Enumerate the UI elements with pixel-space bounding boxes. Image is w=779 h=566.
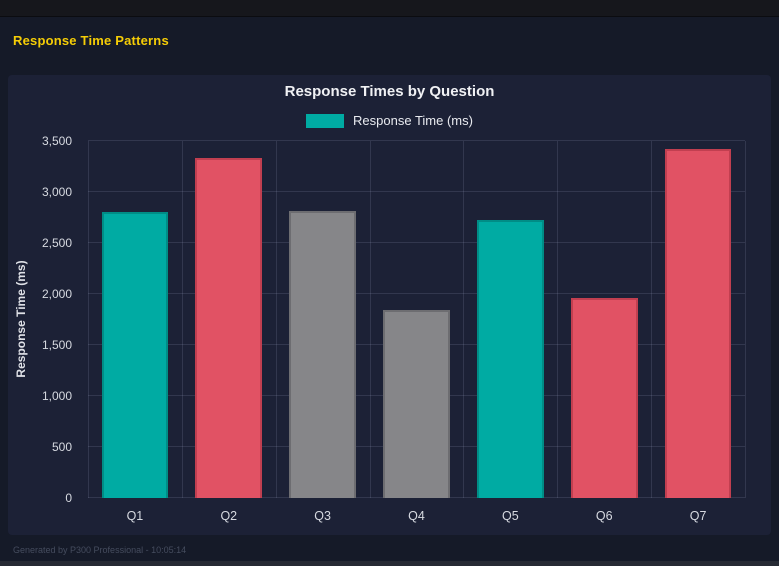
y-tick-label: 0 [65, 491, 72, 505]
footer-generated-note: Generated by P300 Professional - 10:05:1… [13, 545, 187, 555]
plot-area [88, 140, 746, 498]
gridline-vertical [369, 141, 371, 498]
x-tick-label: Q5 [502, 509, 519, 523]
gridline-vertical [745, 141, 746, 498]
gridline-vertical [557, 141, 559, 498]
page-title: Response Time Patterns [13, 33, 169, 48]
y-tick-label: 1,000 [41, 389, 72, 403]
chart-title: Response Times by Question [284, 83, 495, 100]
bottom-edge-strip [0, 561, 779, 566]
window-top-bar [0, 0, 779, 17]
x-tick-label: Q2 [220, 509, 238, 523]
bar-q5 [477, 219, 544, 498]
chart-card: Response Times by Question Response Time… [8, 75, 771, 535]
x-tick-label: Q3 [314, 509, 331, 523]
y-tick-label: 500 [51, 440, 72, 454]
gridline-horizontal [88, 293, 745, 294]
x-tick-label: Q7 [689, 509, 707, 523]
bar-q7 [664, 149, 732, 498]
x-tick-label: Q4 [408, 509, 425, 523]
gridline-vertical [651, 141, 653, 498]
x-tick-label: Q1 [126, 509, 144, 523]
gridline-vertical [181, 141, 183, 498]
legend-label: Response Time (ms) [353, 113, 473, 128]
gridline-horizontal [88, 140, 745, 141]
x-tick-label: Q6 [595, 509, 613, 523]
y-tick-label: 1,500 [41, 338, 72, 352]
bar-q2 [195, 158, 263, 498]
gridline-horizontal [88, 191, 745, 192]
bar-q4 [383, 310, 450, 498]
y-tick-label: 2,000 [41, 287, 72, 301]
gridline-vertical [463, 141, 465, 498]
y-tick-label: 2,500 [41, 236, 72, 250]
y-tick-label: 3,500 [41, 134, 72, 148]
chart-legend[interactable]: Response Time (ms) [8, 113, 771, 128]
x-axis-labels: Q1 Q2 Q3 Q4 Q5 Q6 Q7 [88, 507, 745, 527]
legend-swatch-icon [306, 113, 345, 128]
bar-q3 [289, 211, 356, 498]
bar-q1 [101, 212, 169, 498]
bar-q6 [570, 298, 638, 498]
gridline-vertical [88, 141, 89, 498]
gridline-vertical [275, 141, 277, 498]
gridline-horizontal [88, 242, 745, 243]
y-axis-ticks: 0 500 1,000 1,500 2,000 2,500 3,000 3,500 [8, 134, 80, 505]
y-tick-label: 3,000 [41, 185, 72, 199]
